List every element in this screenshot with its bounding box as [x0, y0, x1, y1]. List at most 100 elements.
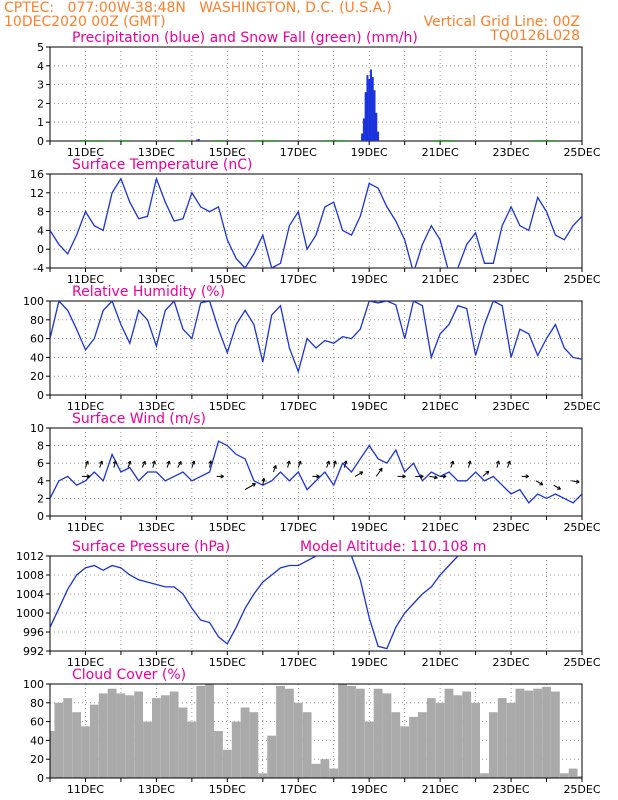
cloud-bar: [400, 726, 410, 778]
cloud-bar: [50, 731, 55, 778]
x-tick-label: 11DEC: [67, 783, 104, 796]
x-tick-label: 15DEC: [209, 400, 246, 413]
panel-5: 992 996 1000 1004 1008 1012 11DEC 13DEC 15DEC 17D…: [16, 539, 601, 669]
precip-bar: [371, 77, 374, 141]
header-grid-note: Vertical Grid Line: 00Z: [423, 14, 580, 30]
snow-bar: [434, 140, 447, 141]
y-tick-label: 80: [30, 314, 44, 327]
y-tick-label: 40: [30, 351, 44, 364]
x-tick-label: 13DEC: [138, 273, 175, 286]
y-tick-label: 8: [37, 440, 44, 453]
wind-arrow: [553, 484, 561, 490]
y-tick-label: -4: [33, 262, 44, 275]
wind-arrow: [191, 460, 196, 468]
snow-bar: [214, 140, 227, 141]
wind-arrow: [450, 460, 455, 468]
panel-title: Surface Temperature (nC): [72, 157, 253, 173]
header-run-date: 10DEC2020 00Z (GMT): [4, 14, 166, 30]
panel-frame: [49, 173, 583, 269]
precip-bar: [364, 92, 367, 141]
cloud-bar: [89, 704, 99, 778]
snow-bar: [79, 140, 92, 141]
x-tick-label: 11DEC: [67, 656, 104, 669]
x-tick-label: 17DEC: [280, 783, 317, 796]
x-tick-label: 17DEC: [280, 656, 317, 669]
wind-arrow: [244, 483, 256, 491]
cloud-bar: [54, 702, 64, 778]
panel-frame: [49, 555, 583, 652]
cloud-bar: [480, 773, 489, 778]
cloud-bar: [515, 688, 525, 778]
x-tick-label: 21DEC: [422, 400, 459, 413]
cloud-bar: [347, 685, 356, 778]
x-tick-label: 19DEC: [351, 783, 388, 796]
x-tick-label: 19DEC: [351, 521, 388, 534]
cloud-bar: [187, 721, 197, 778]
y-tick-label: 0: [37, 243, 44, 256]
cloud-bar: [444, 688, 454, 778]
x-tick-label: 17DEC: [280, 273, 317, 286]
x-tick-label: 11DEC: [67, 273, 104, 286]
y-tick-label: 16: [30, 168, 44, 181]
x-tick-label: 23DEC: [493, 273, 530, 286]
y-tick-label: 1: [37, 116, 44, 129]
wind-arrow: [286, 460, 291, 468]
series-line: [50, 301, 582, 374]
cloud-bar: [143, 721, 152, 778]
panel-1: 0 1 2 3 4 5 11DEC 13DEC 15DEC 17DEC 19DEC 21DEC 23DE…: [37, 30, 601, 159]
x-tick-label: 15DEC: [209, 521, 246, 534]
snow-bar: [544, 140, 557, 141]
x-tick-label: 21DEC: [422, 273, 459, 286]
series-line: [50, 176, 582, 268]
cloud-bar: [63, 698, 73, 778]
wind-arrow: [354, 471, 364, 477]
cloud-bar: [98, 693, 108, 778]
x-tick-label: 13DEC: [138, 783, 175, 796]
cloud-bar: [231, 721, 241, 778]
panel-6: 0 20 40 60 80 100 11DEC 13DEC 15DEC 17DEC 19DEC 21D…: [23, 667, 601, 796]
x-tick-label: 17DEC: [280, 521, 317, 534]
cloud-bar: [81, 726, 90, 778]
cloud-bar: [196, 685, 206, 778]
cloud-bar: [214, 731, 223, 778]
precip-bar: [362, 118, 365, 141]
x-tick-label: 21DEC: [422, 146, 459, 159]
panel-4: 0 2 4 6 8 10 11DEC 13DEC 15DEC 17DEC 19DEC 21DEC 23D…: [30, 411, 601, 534]
x-tick-label: 23DEC: [493, 656, 530, 669]
wind-arrow: [261, 477, 266, 486]
x-tick-label: 23DEC: [493, 521, 530, 534]
x-tick-label: 15DEC: [209, 146, 246, 159]
header-station: CPTEC: 077:00W-38:48N WASHINGTON, D.C. (…: [4, 0, 392, 16]
panel-frame-top: [49, 683, 583, 779]
snow-bar: [533, 140, 546, 141]
panel-title: Precipitation (blue) and Snow Fall (gree…: [72, 30, 418, 46]
panel-2: -4 0 4 8 12 16 11DEC 13DEC 15DEC 17DEC 19DEC 21DEC 2…: [30, 157, 601, 286]
x-tick-label: 13DEC: [138, 656, 175, 669]
y-tick-label: 4: [37, 60, 44, 73]
wind-arrow: [397, 474, 406, 479]
wind-arrow: [440, 474, 447, 479]
wind-arrow: [535, 480, 544, 486]
precip-bar: [361, 133, 364, 141]
precip-bar: [373, 90, 376, 141]
cloud-bar: [462, 691, 472, 778]
y-tick-label: 3: [37, 79, 44, 92]
cloud-bar: [285, 688, 294, 778]
wind-arrow: [112, 460, 117, 468]
x-tick-label: 25DEC: [563, 783, 600, 796]
cloud-bar: [311, 763, 321, 778]
wind-arrow: [297, 460, 302, 468]
y-tick-label: 60: [30, 333, 44, 346]
y-tick-label: 80: [30, 697, 44, 710]
snow-bar: [93, 140, 106, 141]
x-tick-label: 21DEC: [422, 656, 459, 669]
wind-arrow: [506, 460, 511, 468]
cloud-bar: [453, 695, 463, 778]
wind-arrow: [177, 461, 182, 468]
wind-arrow: [127, 460, 132, 468]
cloud-bar: [506, 702, 516, 778]
precip-bar: [196, 139, 199, 141]
wind-arrow: [495, 460, 501, 468]
y-tick-label: 1000: [16, 607, 44, 620]
precip-bar: [366, 75, 369, 141]
